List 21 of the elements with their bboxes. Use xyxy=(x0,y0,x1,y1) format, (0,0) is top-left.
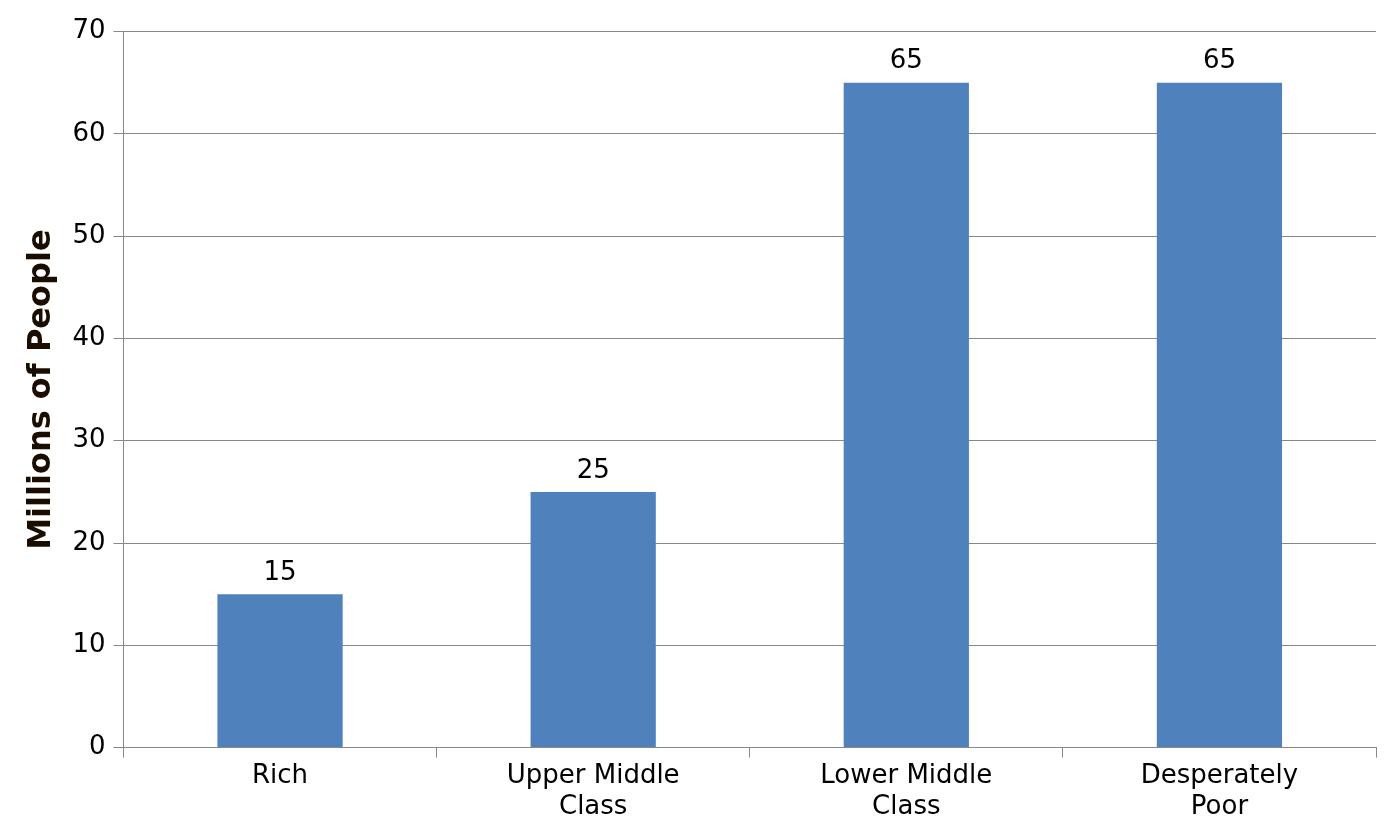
data-label: 15 xyxy=(263,555,297,586)
y-tick-label: 30 xyxy=(72,423,106,454)
x-tick-label: Upper Middle Class xyxy=(506,758,680,821)
y-tick-label: 50 xyxy=(72,218,106,249)
x-tick-label: Lower Middle Class xyxy=(820,758,993,821)
x-tick-label: Rich xyxy=(252,758,309,789)
y-tick-label: 10 xyxy=(72,628,106,659)
bar xyxy=(530,491,656,748)
data-label: 65 xyxy=(1202,44,1236,75)
y-tick-label: 70 xyxy=(72,14,106,45)
x-tick-label: Desperately Poor xyxy=(1140,758,1299,821)
data-label: 65 xyxy=(889,44,923,75)
bar xyxy=(217,594,343,748)
y-tick-label: 40 xyxy=(72,321,106,352)
y-tick-label: 0 xyxy=(88,730,106,761)
y-axis-title: Millions of People xyxy=(19,229,58,550)
bar xyxy=(1156,82,1283,748)
y-tick-label: 60 xyxy=(72,116,106,147)
data-label: 25 xyxy=(576,453,610,484)
y-tick-label: 20 xyxy=(72,525,106,556)
bar xyxy=(843,82,969,748)
